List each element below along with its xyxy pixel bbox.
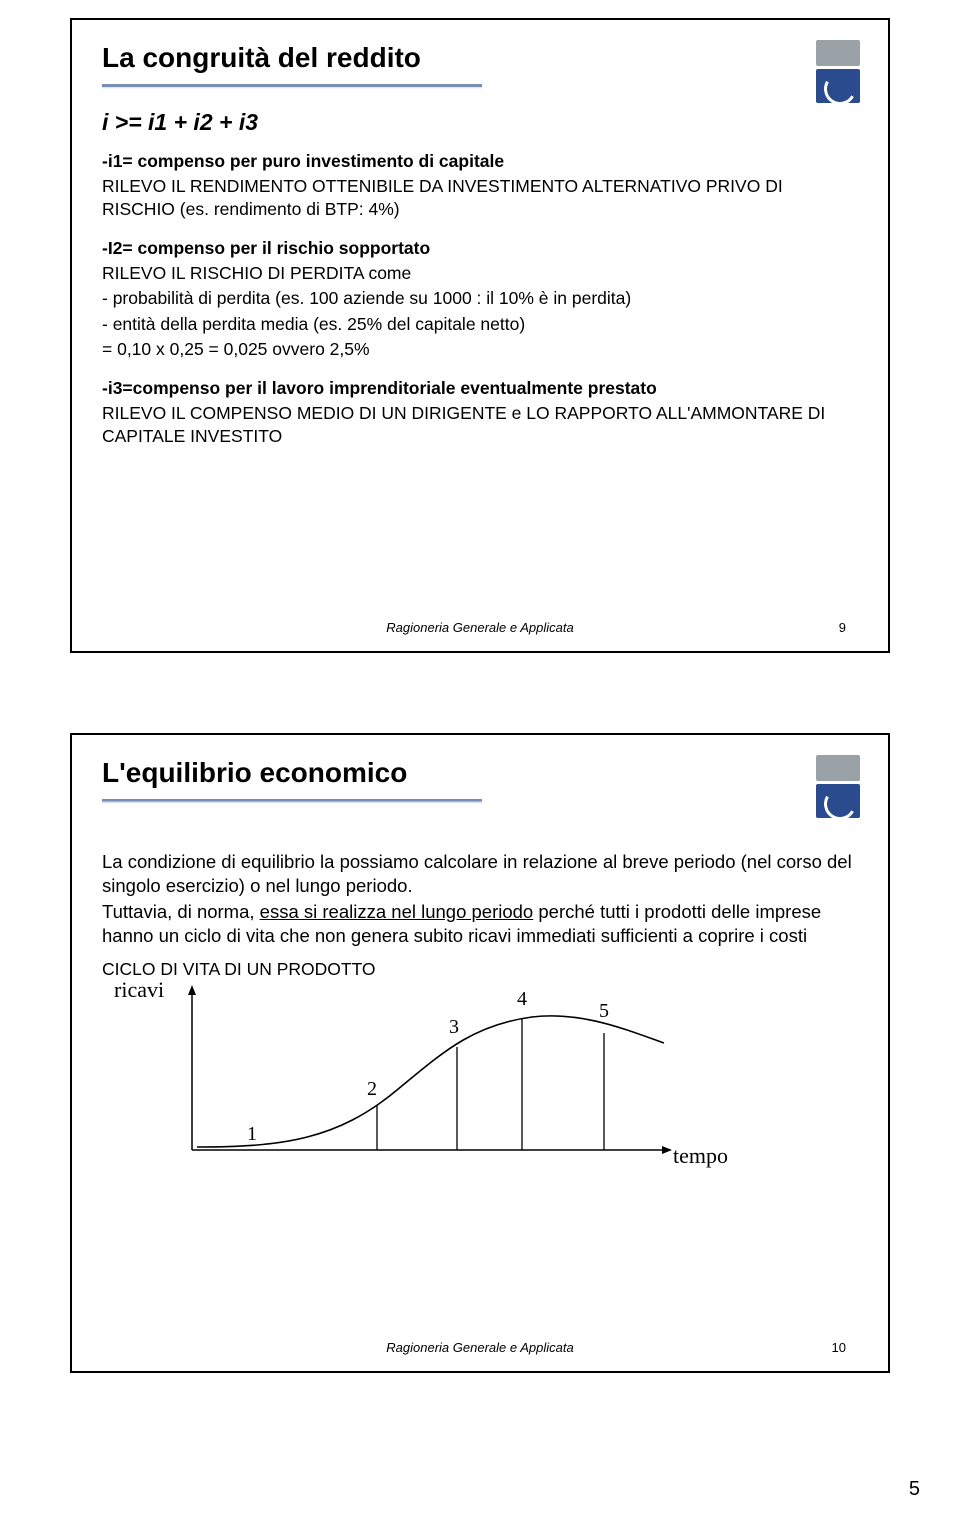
footer-text: Ragioneria Generale e Applicata bbox=[386, 1340, 573, 1355]
svg-text:5: 5 bbox=[599, 1000, 609, 1022]
slide1-body: -i1= compenso per puro investimento di c… bbox=[102, 150, 858, 448]
svg-text:3: 3 bbox=[449, 1016, 459, 1038]
i2-heading: -I2= compenso per il rischio sopportato bbox=[102, 237, 858, 260]
para2-pre: Tuttavia, di norma, bbox=[102, 901, 260, 922]
logo bbox=[816, 755, 860, 818]
i2-line3: - probabilità di perdita (es. 100 aziend… bbox=[102, 287, 858, 310]
slide-congruita: La congruità del reddito i >= i1 + i2 + … bbox=[70, 18, 890, 653]
y-axis-label: ricavi bbox=[114, 977, 164, 1003]
slide1-title: La congruità del reddito bbox=[102, 42, 858, 74]
para2-underline: essa si realizza nel lungo periodo bbox=[260, 901, 534, 922]
para1: La condizione di equilibrio la possiamo … bbox=[102, 850, 858, 898]
slide-equilibrio: L'equilibrio economico La condizione di … bbox=[70, 733, 890, 1373]
slide2-body: La condizione di equilibrio la possiamo … bbox=[102, 850, 858, 981]
x-axis-label: tempo bbox=[673, 1143, 728, 1169]
svg-text:2: 2 bbox=[367, 1078, 377, 1100]
page-number: 5 bbox=[909, 1478, 920, 1501]
i2-line4: - entità della perdita media (es. 25% de… bbox=[102, 313, 858, 336]
i2-line2: RILEVO IL RISCHIO DI PERDITA come bbox=[102, 262, 858, 285]
footer-pagenum: 10 bbox=[832, 1340, 846, 1355]
para2: Tuttavia, di norma, essa si realizza nel… bbox=[102, 900, 858, 948]
slide2-title: L'equilibrio economico bbox=[102, 757, 858, 789]
title-underline bbox=[102, 799, 482, 804]
i3-heading: -i3=compenso per il lavoro imprenditoria… bbox=[102, 377, 858, 400]
title-underline bbox=[102, 84, 482, 89]
logo-swirl-icon bbox=[816, 784, 860, 818]
lifecycle-svg: 1 2 3 4 5 bbox=[172, 985, 672, 1165]
logo-top-icon bbox=[816, 40, 860, 66]
footer-text: Ragioneria Generale e Applicata bbox=[386, 620, 573, 635]
ciclo-label: CICLO DI VITA DI UN PRODOTTO bbox=[102, 958, 858, 981]
footer-pagenum: 9 bbox=[839, 620, 846, 635]
formula: i >= i1 + i2 + i3 bbox=[102, 109, 858, 136]
logo-top-icon bbox=[816, 755, 860, 781]
slide2-footer: Ragioneria Generale e Applicata 10 bbox=[72, 1340, 888, 1355]
i3-text: RILEVO IL COMPENSO MEDIO DI UN DIRIGENTE… bbox=[102, 402, 858, 448]
logo-swirl-icon bbox=[816, 69, 860, 103]
slide1-footer: Ragioneria Generale e Applicata 9 bbox=[72, 620, 888, 635]
i2-line5: = 0,10 x 0,25 = 0,025 ovvero 2,5% bbox=[102, 338, 858, 361]
i1-heading: -i1= compenso per puro investimento di c… bbox=[102, 150, 858, 173]
svg-text:4: 4 bbox=[517, 988, 527, 1010]
svg-text:1: 1 bbox=[247, 1123, 257, 1145]
lifecycle-chart: ricavi 12345 tempo bbox=[172, 985, 672, 1165]
i1-text: RILEVO IL RENDIMENTO OTTENIBILE DA INVES… bbox=[102, 175, 858, 221]
logo bbox=[816, 40, 860, 103]
